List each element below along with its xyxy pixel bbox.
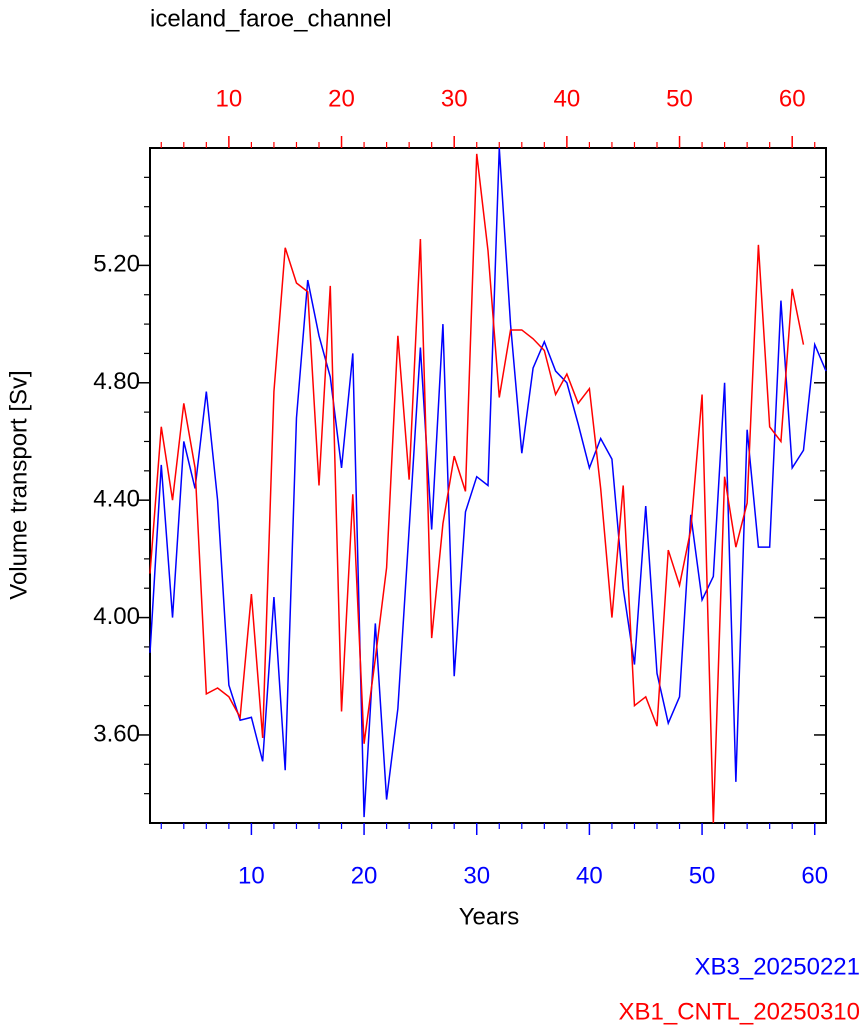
y-tick-label: 4.40: [93, 486, 140, 513]
x2-tick-label: 10: [216, 85, 243, 112]
x2-tick-label: 60: [779, 85, 806, 112]
y-tick-label: 4.00: [93, 603, 140, 630]
chart-title: iceland_faroe_channel: [150, 5, 392, 32]
series-line: [149, 147, 827, 818]
legend-label: XB3_20250221: [695, 953, 861, 980]
x-tick-label: 20: [351, 862, 378, 889]
x2-tick-label: 30: [441, 85, 468, 112]
x-tick-label: 60: [801, 862, 828, 889]
y-tick-label: 3.60: [93, 720, 140, 747]
y-axis-label: Volume transport [Sv]: [5, 370, 32, 599]
x-tick-label: 10: [238, 862, 265, 889]
x-axis-label: Years: [459, 903, 520, 930]
y-tick-label: 5.20: [93, 251, 140, 278]
x-tick-label: 40: [576, 862, 603, 889]
x2-tick-label: 40: [554, 85, 581, 112]
x2-tick-label: 50: [666, 85, 693, 112]
x2-tick-label: 20: [328, 85, 355, 112]
y-tick-label: 4.80: [93, 368, 140, 395]
series-line: [149, 153, 805, 824]
legend-label: XB1_CNTL_20250310: [618, 998, 860, 1025]
plot-frame: [149, 147, 827, 824]
x-tick-label: 30: [463, 862, 490, 889]
x-tick-label: 50: [689, 862, 716, 889]
